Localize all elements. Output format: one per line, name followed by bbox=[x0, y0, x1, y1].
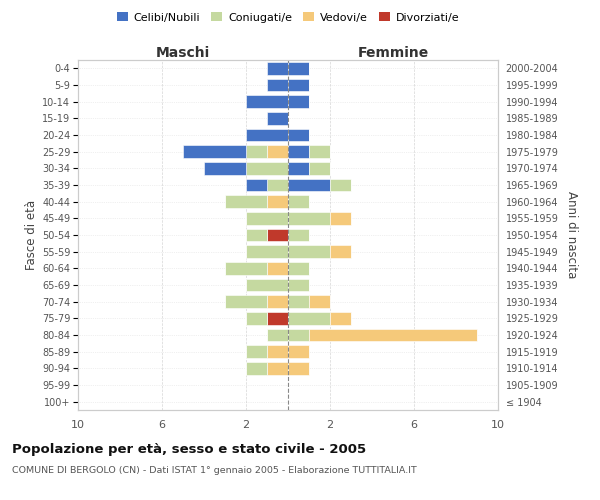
Bar bbox=[267, 112, 288, 124]
Bar bbox=[330, 212, 351, 224]
Bar bbox=[288, 129, 309, 141]
Bar bbox=[309, 329, 477, 341]
Bar bbox=[267, 62, 288, 74]
Bar bbox=[288, 62, 309, 74]
Bar bbox=[288, 329, 309, 341]
Bar bbox=[288, 312, 330, 324]
Bar bbox=[267, 362, 288, 374]
Bar bbox=[246, 229, 267, 241]
Bar bbox=[267, 229, 288, 241]
Text: Femmine: Femmine bbox=[358, 46, 428, 60]
Bar bbox=[246, 179, 267, 192]
Bar bbox=[330, 312, 351, 324]
Bar bbox=[288, 346, 309, 358]
Bar bbox=[288, 279, 309, 291]
Bar bbox=[288, 296, 309, 308]
Text: Maschi: Maschi bbox=[156, 46, 210, 60]
Bar bbox=[330, 179, 351, 192]
Bar bbox=[204, 162, 246, 174]
Bar bbox=[267, 312, 288, 324]
Bar bbox=[246, 212, 288, 224]
Bar bbox=[288, 196, 309, 208]
Bar bbox=[288, 262, 309, 274]
Bar bbox=[288, 96, 309, 108]
Bar bbox=[246, 162, 288, 174]
Bar bbox=[225, 196, 267, 208]
Bar bbox=[246, 96, 288, 108]
Bar bbox=[225, 296, 267, 308]
Bar bbox=[288, 146, 309, 158]
Bar bbox=[267, 146, 288, 158]
Bar bbox=[246, 146, 267, 158]
Text: Popolazione per età, sesso e stato civile - 2005: Popolazione per età, sesso e stato civil… bbox=[12, 442, 366, 456]
Bar bbox=[309, 146, 330, 158]
Bar bbox=[288, 79, 309, 92]
Bar bbox=[288, 246, 330, 258]
Y-axis label: Fasce di età: Fasce di età bbox=[25, 200, 38, 270]
Bar bbox=[267, 346, 288, 358]
Y-axis label: Anni di nascita: Anni di nascita bbox=[565, 192, 578, 278]
Bar bbox=[288, 162, 309, 174]
Bar bbox=[246, 246, 288, 258]
Bar bbox=[246, 362, 267, 374]
Bar bbox=[330, 246, 351, 258]
Bar bbox=[267, 179, 288, 192]
Bar bbox=[288, 362, 309, 374]
Text: COMUNE DI BERGOLO (CN) - Dati ISTAT 1° gennaio 2005 - Elaborazione TUTTITALIA.IT: COMUNE DI BERGOLO (CN) - Dati ISTAT 1° g… bbox=[12, 466, 417, 475]
Bar bbox=[183, 146, 246, 158]
Bar bbox=[246, 129, 288, 141]
Bar bbox=[267, 296, 288, 308]
Bar bbox=[267, 79, 288, 92]
Bar bbox=[246, 279, 288, 291]
Bar bbox=[309, 296, 330, 308]
Bar bbox=[225, 262, 267, 274]
Bar bbox=[288, 229, 309, 241]
Bar bbox=[267, 262, 288, 274]
Bar bbox=[267, 196, 288, 208]
Bar bbox=[309, 162, 330, 174]
Bar bbox=[246, 312, 267, 324]
Bar bbox=[288, 212, 330, 224]
Bar bbox=[246, 346, 267, 358]
Bar bbox=[288, 179, 330, 192]
Legend: Celibi/Nubili, Coniugati/e, Vedovi/e, Divorziati/e: Celibi/Nubili, Coniugati/e, Vedovi/e, Di… bbox=[112, 8, 464, 27]
Bar bbox=[267, 329, 288, 341]
